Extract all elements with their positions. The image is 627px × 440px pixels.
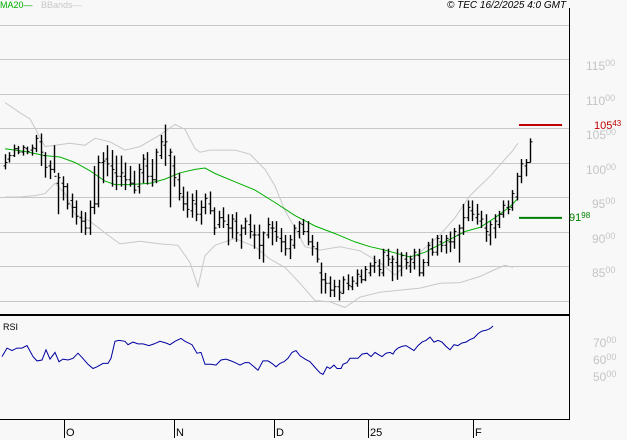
y-axis-label: 11500 xyxy=(586,58,616,73)
chart-legend: MA20— BBands— xyxy=(0,0,82,11)
y-axis-label: 11000 xyxy=(586,92,616,108)
y-axis-label: 10000 xyxy=(586,161,617,177)
x-axis-label: O xyxy=(66,427,75,439)
rsi-line xyxy=(1,325,494,376)
y-axis-label: 9000 xyxy=(592,230,616,246)
rsi-axis-label: 6000 xyxy=(593,352,617,367)
y-axis-label: 9500 xyxy=(592,196,616,211)
last-price-label: 10543 xyxy=(594,119,622,133)
bollinger-upper-band xyxy=(4,102,519,276)
rsi-axis-label: 5000 xyxy=(593,369,617,384)
legend-ma20: MA20— xyxy=(0,0,33,10)
legend-bbands: BBands— xyxy=(41,0,82,10)
y-axis-label: 8500 xyxy=(592,265,616,280)
rsi-axis-label: 7000 xyxy=(593,335,617,350)
bollinger-lower-band xyxy=(5,182,514,308)
x-axis-label: N xyxy=(176,427,184,439)
x-axis-label: D xyxy=(276,427,284,439)
y-axis-label: 10500 xyxy=(586,127,617,142)
x-axis-label: 25 xyxy=(370,427,383,439)
x-axis-label: F xyxy=(475,427,482,439)
copyright-timestamp: © TEC 16/2/2025 4:0 GMT xyxy=(447,0,567,11)
rsi-panel-title: RSI xyxy=(3,322,19,332)
ma20-value-label: 9198 xyxy=(569,210,591,224)
